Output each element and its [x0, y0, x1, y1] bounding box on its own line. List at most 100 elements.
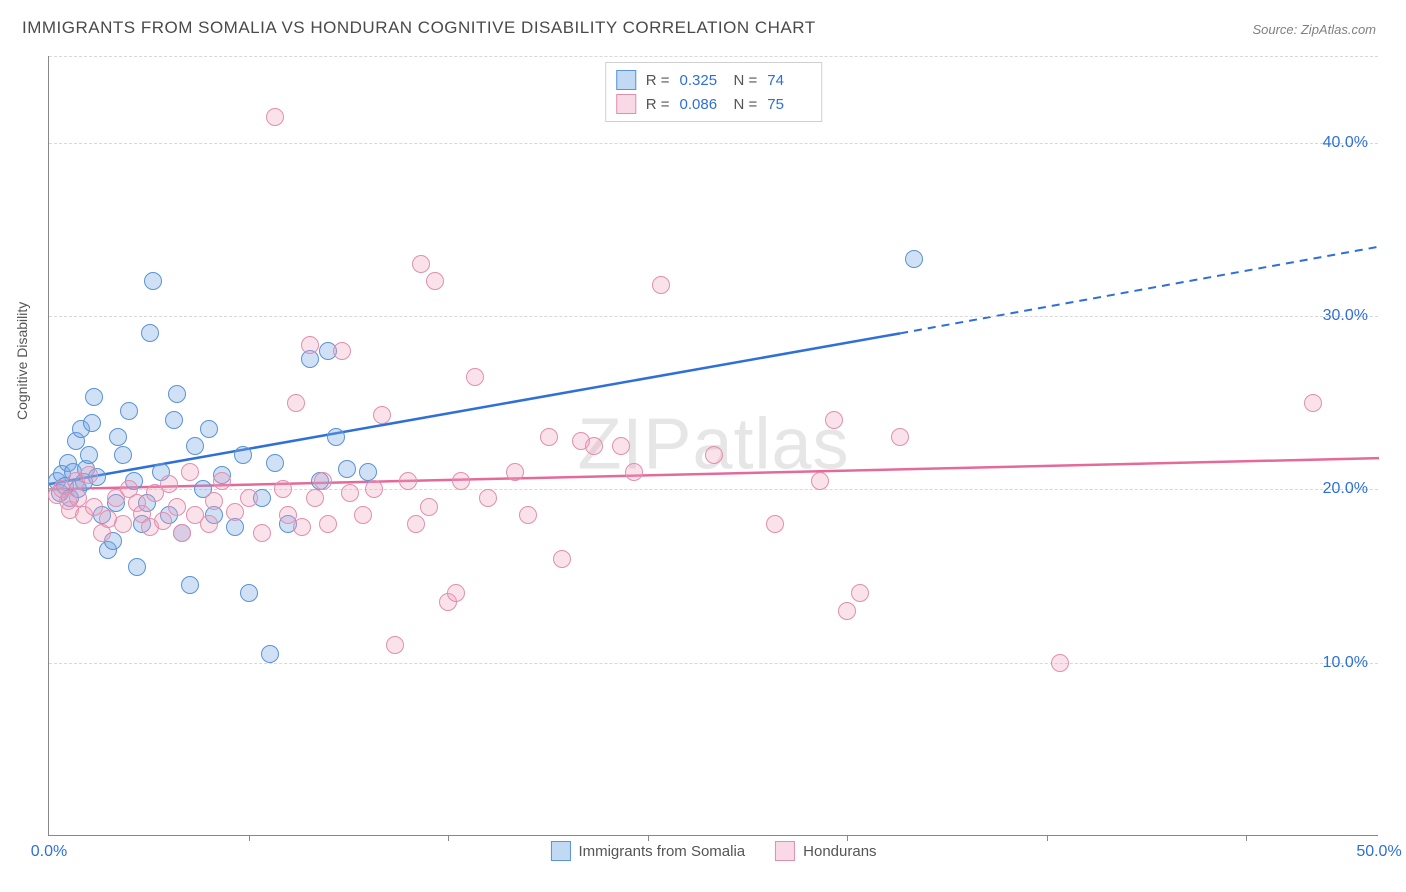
data-point	[141, 324, 159, 342]
data-point	[585, 437, 603, 455]
data-point	[266, 108, 284, 126]
grid-line	[49, 143, 1378, 144]
data-point	[851, 584, 869, 602]
y-tick-label: 40.0%	[1323, 134, 1368, 152]
data-point	[519, 506, 537, 524]
data-point	[85, 388, 103, 406]
data-point	[168, 498, 186, 516]
data-point	[466, 368, 484, 386]
data-point	[420, 498, 438, 516]
data-point	[341, 484, 359, 502]
data-point	[301, 336, 319, 354]
y-tick-label: 10.0%	[1323, 654, 1368, 672]
legend-label: Hondurans	[803, 843, 876, 860]
data-point	[173, 524, 191, 542]
data-point	[80, 466, 98, 484]
data-point	[253, 524, 271, 542]
data-point	[205, 492, 223, 510]
data-point	[240, 584, 258, 602]
x-tick-mark	[249, 835, 250, 841]
swatch-blue-icon	[550, 841, 570, 861]
legend-label: Immigrants from Somalia	[578, 843, 745, 860]
x-tick-label: 50.0%	[1356, 843, 1401, 861]
data-point	[905, 250, 923, 268]
data-point	[506, 463, 524, 481]
data-point	[386, 636, 404, 654]
data-point	[811, 472, 829, 490]
x-tick-mark	[1246, 835, 1247, 841]
data-point	[553, 550, 571, 568]
data-point	[705, 446, 723, 464]
data-point	[274, 480, 292, 498]
trend-line	[49, 333, 900, 484]
data-point	[373, 406, 391, 424]
data-point	[181, 463, 199, 481]
data-point	[319, 515, 337, 533]
data-point	[226, 503, 244, 521]
x-tick-mark	[648, 835, 649, 841]
data-point	[213, 472, 231, 490]
data-point	[200, 515, 218, 533]
data-point	[399, 472, 417, 490]
data-point	[293, 518, 311, 536]
data-point	[261, 645, 279, 663]
data-point	[1051, 654, 1069, 672]
source-label: Source: ZipAtlas.com	[1252, 22, 1376, 37]
plot-area: ZIPatlas R = 0.325 N = 74 R = 0.086 N = …	[48, 56, 1378, 836]
swatch-pink-icon	[775, 841, 795, 861]
data-point	[226, 518, 244, 536]
data-point	[333, 342, 351, 360]
data-point	[612, 437, 630, 455]
data-point	[365, 480, 383, 498]
data-point	[80, 446, 98, 464]
grid-line	[49, 316, 1378, 317]
data-point	[412, 255, 430, 273]
data-point	[287, 394, 305, 412]
legend-bottom: Immigrants from Somalia Hondurans	[550, 841, 876, 861]
data-point	[1304, 394, 1322, 412]
data-point	[327, 428, 345, 446]
data-point	[144, 272, 162, 290]
data-point	[452, 472, 470, 490]
grid-line	[49, 663, 1378, 664]
data-point	[825, 411, 843, 429]
trend-line-dashed	[900, 247, 1379, 334]
legend-item: Hondurans	[775, 841, 876, 861]
y-tick-label: 30.0%	[1323, 307, 1368, 325]
data-point	[266, 454, 284, 472]
x-tick-label: 0.0%	[31, 843, 67, 861]
data-point	[338, 460, 356, 478]
chart-title: IMMIGRANTS FROM SOMALIA VS HONDURAN COGN…	[22, 18, 816, 38]
data-point	[181, 576, 199, 594]
y-tick-label: 20.0%	[1323, 480, 1368, 498]
data-point	[652, 276, 670, 294]
data-point	[160, 475, 178, 493]
data-point	[540, 428, 558, 446]
data-point	[314, 472, 332, 490]
legend-item: Immigrants from Somalia	[550, 841, 745, 861]
data-point	[234, 446, 252, 464]
data-point	[128, 558, 146, 576]
data-point	[114, 515, 132, 533]
data-point	[200, 420, 218, 438]
x-tick-mark	[448, 835, 449, 841]
x-tick-mark	[847, 835, 848, 841]
data-point	[479, 489, 497, 507]
data-point	[891, 428, 909, 446]
data-point	[447, 584, 465, 602]
data-point	[154, 512, 172, 530]
data-point	[359, 463, 377, 481]
x-tick-mark	[1047, 835, 1048, 841]
grid-line	[49, 56, 1378, 57]
data-point	[186, 437, 204, 455]
data-point	[165, 411, 183, 429]
data-point	[240, 489, 258, 507]
data-point	[426, 272, 444, 290]
y-axis-label: Cognitive Disability	[14, 302, 30, 420]
data-point	[306, 489, 324, 507]
data-point	[766, 515, 784, 533]
data-point	[109, 428, 127, 446]
data-point	[407, 515, 425, 533]
data-point	[168, 385, 186, 403]
data-point	[838, 602, 856, 620]
